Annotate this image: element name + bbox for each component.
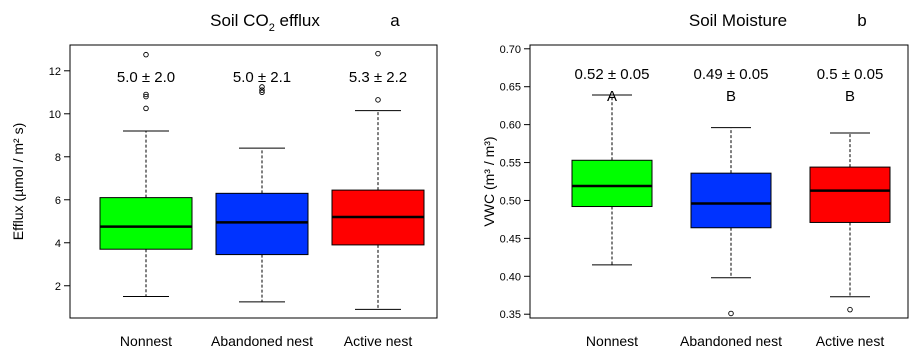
significance-letter: B: [726, 88, 736, 105]
y-tick-label: 0.55: [500, 158, 521, 170]
box-active-nest: Active nest 5.3 ± 2.2: [331, 50, 425, 349]
box-iqr: [809, 166, 891, 223]
y-tick-label: 0.70: [500, 44, 521, 56]
chart-title-rest: efflux: [275, 11, 321, 30]
outlier-point: [847, 306, 853, 313]
box-iqr: [99, 197, 193, 250]
x-category-label: Abandoned nest: [680, 333, 782, 349]
box-nonnest: Nonnest 5.0 ± 2.0: [99, 51, 193, 349]
outlier-point: [259, 89, 265, 96]
panel-letter: a: [390, 11, 400, 30]
y-axis-label: Efflux (µmol / m² s): [10, 123, 26, 240]
box-abandoned-nest: Abandoned nest 0.49 ± 0.05 B: [680, 66, 782, 349]
mean-sd-annotation: 0.49 ± 0.05: [694, 66, 769, 83]
plot-frame: [69, 44, 438, 319]
mean-sd-annotation: 5.0 ± 2.0: [117, 69, 175, 86]
y-tick-label: 0.40: [500, 271, 521, 283]
y-tick-label: 6: [55, 195, 61, 207]
significance-letter: A: [607, 88, 617, 105]
chart-panel-b: Soil Moisture b VWC (m³ / m³) 0.35 0.40 0.45 0…: [481, 11, 909, 349]
outlier-point: [375, 97, 381, 103]
y-tick-label: 10: [49, 109, 61, 121]
panel-letter: b: [857, 11, 866, 30]
outlier-point: [143, 105, 149, 112]
y-tick-label: 0.35: [500, 309, 521, 321]
chart-title-main: Soil Moisture: [689, 11, 787, 30]
y-tick-label: 4: [55, 238, 61, 250]
chart-title: Soil CO2 efflux: [210, 11, 320, 34]
x-category-label: Active nest: [816, 333, 885, 349]
box-iqr: [571, 159, 653, 208]
mean-sd-annotation: 0.5 ± 0.05: [817, 66, 884, 83]
outlier-point: [259, 84, 265, 90]
box-abandoned-nest: Abandoned nest 5.0 ± 2.1: [211, 69, 313, 349]
y-tick-label: 0.65: [500, 82, 521, 94]
plot-frame: [529, 44, 909, 319]
mean-sd-annotation: 5.3 ± 2.2: [349, 69, 407, 86]
chart-title-main: Soil CO: [210, 11, 269, 30]
mean-sd-annotation: 5.0 ± 2.1: [233, 69, 291, 86]
x-category-label: Active nest: [344, 333, 413, 349]
significance-letter: B: [845, 88, 855, 105]
y-tick-label: 8: [55, 152, 61, 164]
box-iqr: [690, 172, 772, 229]
box-iqr: [215, 192, 309, 256]
y-tick-label: 12: [49, 66, 61, 78]
box-active-nest: Active nest 0.5 ± 0.05 B: [809, 66, 891, 349]
outlier-point: [143, 51, 149, 58]
x-category-label: Nonnest: [120, 333, 172, 349]
y-tick-label: 0.60: [500, 120, 521, 132]
y-tick-label: 0.50: [500, 195, 521, 207]
box-nonnest: Nonnest 0.52 ± 0.05 A: [571, 66, 653, 349]
chart-title: Soil Moisture: [689, 11, 787, 30]
chart-title-subscript: 2: [269, 22, 275, 34]
x-category-label: Abandoned nest: [211, 333, 313, 349]
y-tick-label: 2: [55, 281, 61, 293]
x-category-label: Nonnest: [586, 333, 638, 349]
outlier-point: [143, 91, 149, 98]
outlier-point: [259, 87, 265, 93]
outlier-point: [375, 50, 381, 57]
y-axis-label: VWC (m³ / m³): [481, 136, 497, 226]
outlier-point: [728, 310, 734, 317]
y-tick-label: 0.45: [500, 233, 521, 245]
mean-sd-annotation: 0.52 ± 0.05: [575, 66, 650, 83]
outlier-point: [143, 93, 149, 100]
